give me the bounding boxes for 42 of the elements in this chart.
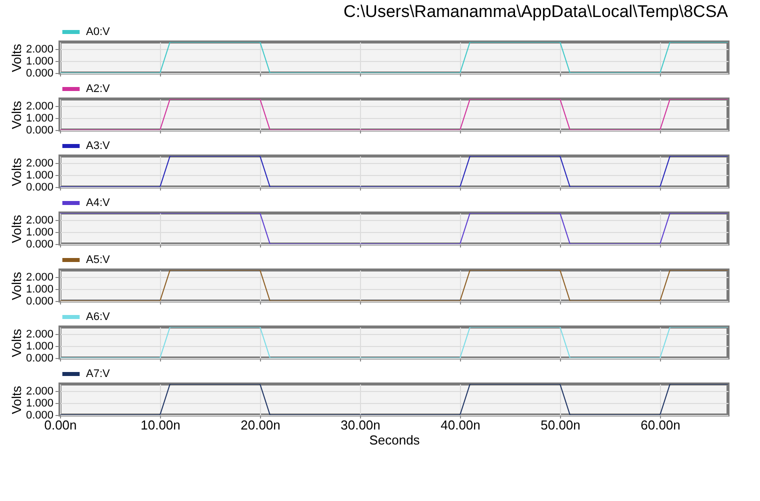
y-axis-title: Volts xyxy=(8,43,24,72)
y-tick-label: 2.000 xyxy=(26,100,54,113)
y-tick-label: 2.000 xyxy=(26,272,54,284)
y-tick-label: 1.000 xyxy=(26,398,54,410)
x-tick-label: 60.00n xyxy=(640,418,680,432)
legend-label: A6:V xyxy=(86,311,111,323)
y-tick-label: 1.000 xyxy=(26,56,54,68)
x-tick-label: 50.00n xyxy=(540,418,580,432)
legend-label: A3:V xyxy=(86,140,111,152)
y-tick-label: 0.000 xyxy=(26,68,54,80)
y-axis-title: Volts xyxy=(8,214,24,244)
y-axis-title: Volts xyxy=(8,385,24,414)
y-axis-title: Volts xyxy=(8,157,24,186)
x-tick-label: 20.00n xyxy=(240,418,280,432)
x-tick-label: 10.00n xyxy=(140,418,180,432)
y-axis-title: Volts xyxy=(8,328,24,358)
legend-label: A4:V xyxy=(86,197,111,209)
y-tick-label: 1.000 xyxy=(26,170,54,182)
y-tick-label: 2.000 xyxy=(26,214,54,227)
y-tick-label: 0.000 xyxy=(26,238,54,250)
y-tick-label: 0.000 xyxy=(26,352,54,364)
y-tick-label: 0.000 xyxy=(26,124,54,136)
y-tick-label: 1.000 xyxy=(26,284,54,296)
text: C:\Users\Ramanamma\AppData\Local\Temp\8CSA xyxy=(343,2,729,21)
y-tick-label: 2.000 xyxy=(26,386,54,398)
y-tick-label: 1.000 xyxy=(26,340,54,353)
y-tick-label: 2.000 xyxy=(26,158,54,170)
legend-label: A5:V xyxy=(86,254,111,266)
y-tick-label: 0.000 xyxy=(26,182,54,194)
y-tick-label: 0.000 xyxy=(26,296,54,308)
legend-label: A0:V xyxy=(86,26,111,38)
legend-label: A2:V xyxy=(86,83,111,95)
y-tick-label: 2.000 xyxy=(26,44,54,56)
x-axis-title: Seconds xyxy=(369,432,420,448)
y-tick-label: 1.000 xyxy=(26,226,54,239)
y-tick-label: 1.000 xyxy=(26,112,54,125)
x-tick-label: 40.00n xyxy=(440,418,480,432)
y-tick-label: 2.000 xyxy=(26,328,54,341)
y-axis-title: Volts xyxy=(8,100,24,130)
x-tick-label: 30.00n xyxy=(340,418,380,432)
y-axis-title: Volts xyxy=(8,271,24,300)
legend-label: A7:V xyxy=(86,368,111,380)
